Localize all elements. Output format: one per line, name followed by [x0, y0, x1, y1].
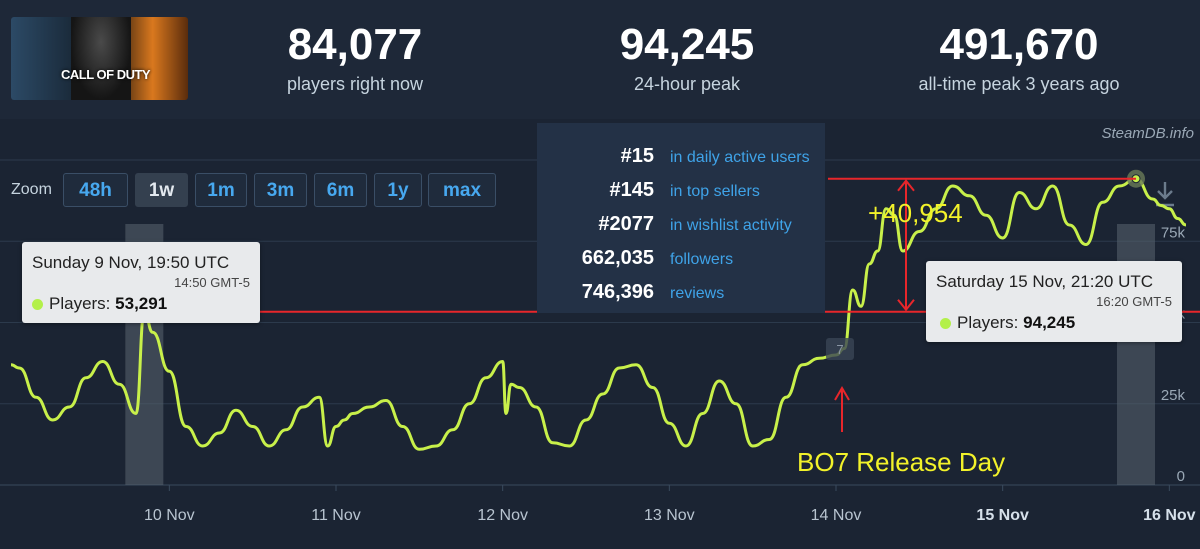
x-tick-label: 12 Nov	[477, 507, 528, 524]
zoom-label: Zoom	[11, 181, 52, 198]
release-arrow-head	[834, 386, 850, 401]
ranking-link[interactable]: reviews	[670, 285, 725, 302]
x-axis: 10 Nov 11 Nov 12 Nov 13 Nov 14 Nov 15 Nov 16 N…	[144, 485, 1196, 524]
tooltip-value: 53,291	[115, 294, 168, 313]
series-line-players	[10, 177, 1187, 451]
series-dot-icon	[940, 318, 951, 329]
x-tick-label: 10 Nov	[144, 507, 195, 524]
ranking-value: #15	[620, 145, 654, 167]
ranking-value: 746,396	[581, 281, 654, 303]
ranking-value: #2077	[598, 213, 654, 235]
rankings-panel: #15 in daily active users #145 in top se…	[537, 123, 825, 313]
soldier-figure-icon	[71, 17, 131, 100]
stat-all-time-peak: 491,670 all-time peak 3 years ago	[869, 20, 1169, 95]
tooltip-series: Players:	[957, 313, 1019, 332]
stat-players-now: 84,077 players right now	[205, 20, 505, 95]
ranking-link[interactable]: followers	[670, 251, 734, 268]
tooltip-nov9: Sunday 9 Nov, 19:50 UTC 14:50 GMT-5 Play…	[22, 242, 260, 323]
x-tick-label: 11 Nov	[311, 507, 361, 524]
ranking-row[interactable]: 662,035 followers	[537, 247, 825, 277]
zoom-1w-button[interactable]: 1w	[135, 173, 188, 207]
logo-text: CALL OF DUTY	[61, 67, 151, 82]
tooltip-value-row: Players: 94,245	[940, 313, 1075, 333]
tooltip-nov15: Saturday 15 Nov, 21:20 UTC 16:20 GMT-5 P…	[926, 261, 1182, 342]
zoom-max-button[interactable]: max	[428, 173, 496, 207]
x-tick-label: 15 Nov	[976, 507, 1029, 524]
series-dot-icon	[32, 299, 43, 310]
zoom-1y-button[interactable]: 1y	[374, 173, 422, 207]
tooltip-local-time: 14:50 GMT-5	[174, 275, 250, 290]
zoom-3m-button[interactable]: 3m	[254, 173, 307, 207]
tooltip-date: Saturday 15 Nov, 21:20 UTC	[936, 272, 1154, 291]
stat-label: 24-hour peak	[633, 74, 741, 94]
stat-label: all-time peak 3 years ago	[918, 74, 1120, 94]
ranking-link[interactable]: in daily active users	[670, 149, 810, 166]
gain-annotation: +40,954	[868, 198, 963, 228]
game-logo[interactable]: CALL OF DUTY	[11, 17, 188, 100]
gain-arrow-head-down	[897, 299, 915, 312]
gain-arrow-head-up	[897, 179, 915, 192]
ranking-value: #145	[609, 179, 655, 201]
ranking-row[interactable]: 746,396 reviews	[537, 281, 825, 311]
stat-label: players right now	[286, 74, 424, 94]
x-tick-label: 16 Nov	[1143, 507, 1196, 524]
ranking-row[interactable]: #2077 in wishlist activity	[537, 213, 825, 243]
y-tick-label: 75k	[1161, 224, 1186, 241]
tooltip-series: Players:	[49, 294, 111, 313]
event-marker-label: 7	[836, 342, 843, 357]
zoom-1m-button[interactable]: 1m	[195, 173, 247, 207]
header-bar: CALL OF DUTY 84,077 players right now 94…	[0, 0, 1200, 119]
zoom-6m-button[interactable]: 6m	[314, 173, 367, 207]
stat-24h-peak: 94,245 24-hour peak	[537, 20, 837, 95]
tooltip-date: Sunday 9 Nov, 19:50 UTC	[32, 253, 230, 272]
ranking-row[interactable]: #15 in daily active users	[537, 145, 825, 175]
steamdb-watermark: SteamDB.info	[1101, 125, 1194, 142]
tooltip-value-row: Players: 53,291	[32, 294, 167, 314]
x-tick-label: 13 Nov	[644, 507, 695, 524]
tooltip-value: 94,245	[1023, 313, 1076, 332]
ranking-row[interactable]: #145 in top sellers	[537, 179, 825, 209]
event-marker-box	[826, 338, 854, 360]
tooltip-local-time: 16:20 GMT-5	[1096, 294, 1172, 309]
ranking-value: 662,035	[581, 247, 654, 269]
ranking-link[interactable]: in wishlist activity	[670, 217, 792, 234]
stat-value: 491,670	[939, 20, 1099, 69]
release-day-annotation: BO7 Release Day	[797, 447, 1006, 477]
stat-value: 94,245	[619, 20, 755, 69]
ranking-link[interactable]: in top sellers	[670, 183, 760, 200]
y-tick-label: 25k	[1161, 387, 1186, 404]
stat-value: 84,077	[287, 20, 423, 69]
y-tick-label: 0	[1177, 468, 1185, 485]
zoom-48h-button[interactable]: 48h	[63, 173, 128, 207]
x-tick-label: 14 Nov	[811, 507, 862, 524]
